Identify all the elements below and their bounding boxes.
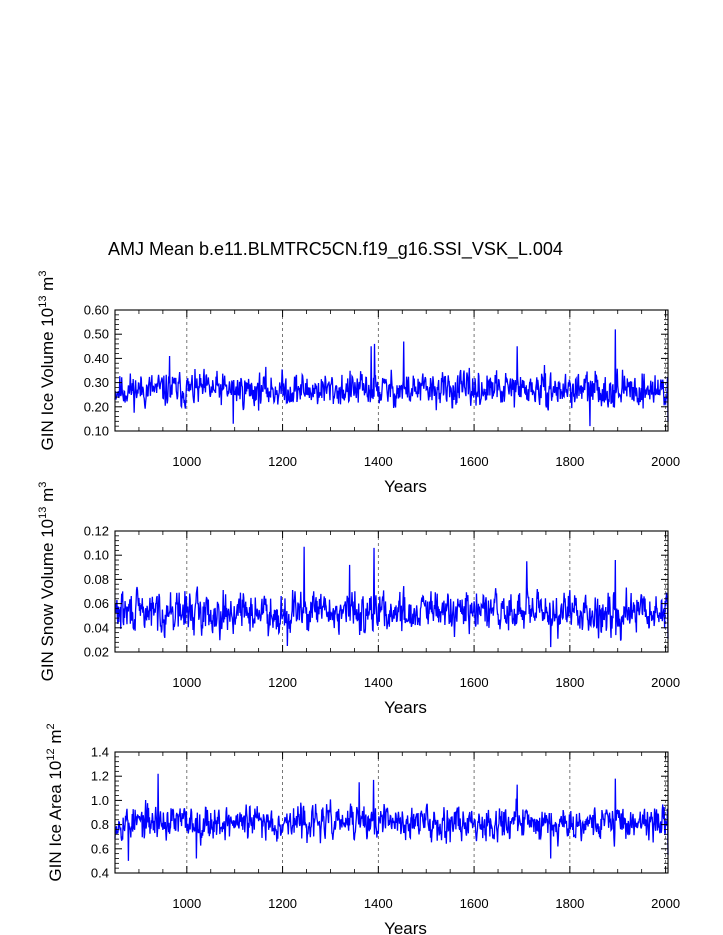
y-tick-label: 1.2 bbox=[91, 769, 109, 784]
x-tick-label: 1800 bbox=[555, 454, 584, 469]
x-tick-label: 1600 bbox=[460, 896, 489, 911]
y-tick-label: 0.60 bbox=[84, 303, 109, 318]
y-tick-label: 0.08 bbox=[84, 572, 109, 587]
series-line-gin-ice-area bbox=[114, 773, 669, 861]
y-axis-label: GIN Ice Volume 1013 m3 bbox=[37, 271, 57, 451]
y-tick-label: 0.10 bbox=[84, 424, 109, 439]
y-tick-label: 0.12 bbox=[84, 524, 109, 539]
y-tick-label: 0.40 bbox=[84, 351, 109, 366]
y-tick-label: 0.4 bbox=[91, 866, 109, 881]
y-tick-label: 0.04 bbox=[84, 620, 109, 635]
panel-3: 0.4 0.6 0.8 1.0 1.2 1.4 1000 1200 1400 1600 1800 20… bbox=[45, 723, 680, 935]
x-tick-label: 1200 bbox=[268, 454, 297, 469]
y-tick-label: 0.06 bbox=[84, 596, 109, 611]
x-tick-label: 1000 bbox=[172, 896, 201, 911]
panel-1: 0.10 0.20 0.30 0.40 0.50 0.60 1000 1200 1400 1600… bbox=[37, 271, 680, 496]
plot-frame bbox=[114, 751, 669, 874]
x-tick-label: 1400 bbox=[364, 454, 393, 469]
plot-frame bbox=[114, 530, 669, 653]
y-tick-label: 0.8 bbox=[91, 817, 109, 832]
x-axis-label: Years bbox=[384, 477, 427, 496]
x-tick-label: 2000 bbox=[651, 896, 680, 911]
y-tick-label: 0.20 bbox=[84, 399, 109, 414]
y-axis-label: GIN Ice Area 1012 m2 bbox=[45, 723, 65, 881]
y-tick-label: 0.50 bbox=[84, 327, 109, 342]
x-tick-label: 1000 bbox=[172, 454, 201, 469]
x-tick-label: 1400 bbox=[364, 896, 393, 911]
x-tick-label: 1600 bbox=[460, 454, 489, 469]
y-tick-label: 0.30 bbox=[84, 375, 109, 390]
x-tick-label: 1800 bbox=[555, 675, 584, 690]
x-tick-label: 1800 bbox=[555, 896, 584, 911]
x-tick-label: 2000 bbox=[651, 454, 680, 469]
series-line-gin-snow-volume bbox=[114, 546, 669, 648]
y-tick-label: 0.02 bbox=[84, 645, 109, 660]
y-tick-label: 0.6 bbox=[91, 841, 109, 856]
chart-title: AMJ Mean b.e11.BLMTRC5CN.f19_g16.SSI_VSK… bbox=[108, 239, 563, 260]
panels: 0.10 0.20 0.30 0.40 0.50 0.60 1000 1200 1400 1600… bbox=[37, 271, 680, 935]
y-tick-label: 1.4 bbox=[91, 745, 109, 760]
x-tick-label: 1000 bbox=[172, 675, 201, 690]
x-tick-label: 1400 bbox=[364, 675, 393, 690]
x-tick-label: 2000 bbox=[651, 675, 680, 690]
x-tick-label: 1200 bbox=[268, 896, 297, 911]
series-line-gin-ice-volume bbox=[114, 329, 669, 427]
x-tick-label: 1600 bbox=[460, 675, 489, 690]
y-tick-label: 0.10 bbox=[84, 548, 109, 563]
x-tick-label: 1200 bbox=[268, 675, 297, 690]
y-axis-label: GIN Snow Volume 1013 m3 bbox=[37, 482, 57, 682]
x-axis-label: Years bbox=[384, 698, 427, 717]
x-axis-label: Years bbox=[384, 919, 427, 935]
y-tick-label: 1.0 bbox=[91, 793, 109, 808]
panel-2: 0.02 0.04 0.06 0.08 0.10 0.12 1000 1200 1400 1600… bbox=[37, 482, 680, 717]
plot-frame bbox=[114, 309, 669, 432]
